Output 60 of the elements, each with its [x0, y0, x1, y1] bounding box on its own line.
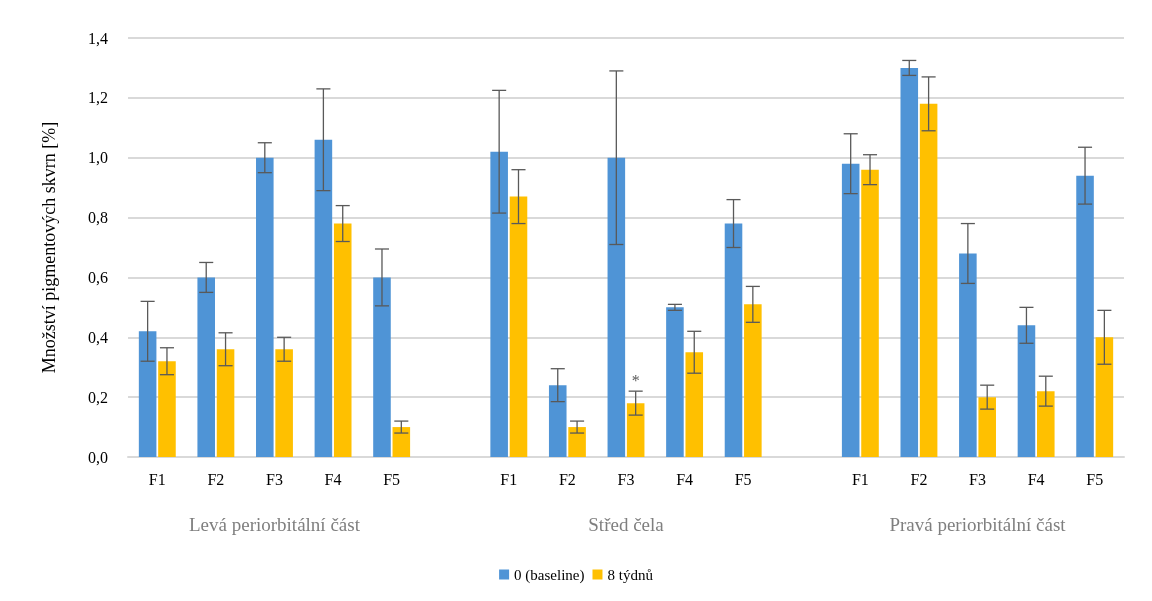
bar — [392, 427, 411, 457]
bar — [509, 196, 528, 457]
bar — [900, 67, 919, 457]
bar — [724, 223, 743, 457]
x-tick-label: F3 — [266, 470, 283, 488]
y-tick-label: 0,2 — [88, 388, 108, 406]
x-tick-label: F1 — [500, 470, 518, 488]
bar — [1076, 175, 1094, 457]
y-tick-label: 0,4 — [88, 328, 108, 346]
bar — [1017, 325, 1036, 457]
x-tick-label: F5 — [734, 470, 752, 488]
legend-label: 0 (baseline) — [514, 566, 585, 584]
bar — [841, 163, 860, 457]
bar — [373, 277, 391, 457]
x-tick-label: F1 — [851, 470, 869, 488]
legend-label: 8 týdnů — [607, 566, 654, 583]
y-tick-label: 1,2 — [88, 89, 108, 107]
bar — [314, 139, 333, 457]
bar — [197, 277, 215, 457]
text: Pravá periorbitální část — [889, 514, 1067, 535]
text: Levá periorbitální část — [189, 514, 361, 535]
x-tick-label: F4 — [676, 470, 694, 488]
y-axis-title: Množství pigmentových skvrn [%] — [39, 121, 59, 374]
bar — [861, 169, 879, 457]
bar — [138, 331, 157, 457]
y-tick-label: 0,6 — [88, 268, 108, 286]
x-tick-label: F2 — [558, 470, 576, 488]
x-tick-label: F5 — [383, 470, 401, 488]
y-tick-label: 1,0 — [88, 149, 108, 167]
bar — [333, 223, 352, 457]
bar — [744, 304, 762, 457]
bar — [490, 151, 508, 457]
bar — [978, 397, 996, 457]
bar — [256, 157, 274, 457]
x-tick-label: F1 — [148, 470, 166, 488]
x-tick-label: F4 — [1027, 470, 1045, 488]
x-tick-label: F3 — [969, 470, 986, 488]
data-label: * — [631, 371, 640, 389]
x-tick-label: F4 — [324, 470, 342, 488]
bar — [919, 103, 938, 457]
y-tick-label: 0,8 — [88, 209, 108, 227]
text: Střed čela — [588, 514, 665, 535]
bar — [275, 349, 293, 457]
bar — [685, 352, 704, 457]
bar — [568, 427, 586, 457]
x-tick-label: F3 — [617, 470, 635, 488]
bar — [959, 253, 977, 457]
bar — [1095, 337, 1114, 457]
bar — [158, 361, 176, 457]
bar — [1037, 391, 1055, 457]
bar — [216, 349, 235, 457]
x-tick-label: F2 — [207, 470, 225, 488]
y-tick-label: 1,4 — [88, 29, 108, 47]
bar — [607, 157, 626, 457]
bar — [626, 403, 645, 457]
x-tick-label: F2 — [910, 470, 928, 488]
bar — [666, 307, 684, 457]
y-tick-label: 0,0 — [88, 448, 108, 466]
x-tick-label: F5 — [1086, 470, 1104, 488]
bar — [548, 385, 567, 457]
